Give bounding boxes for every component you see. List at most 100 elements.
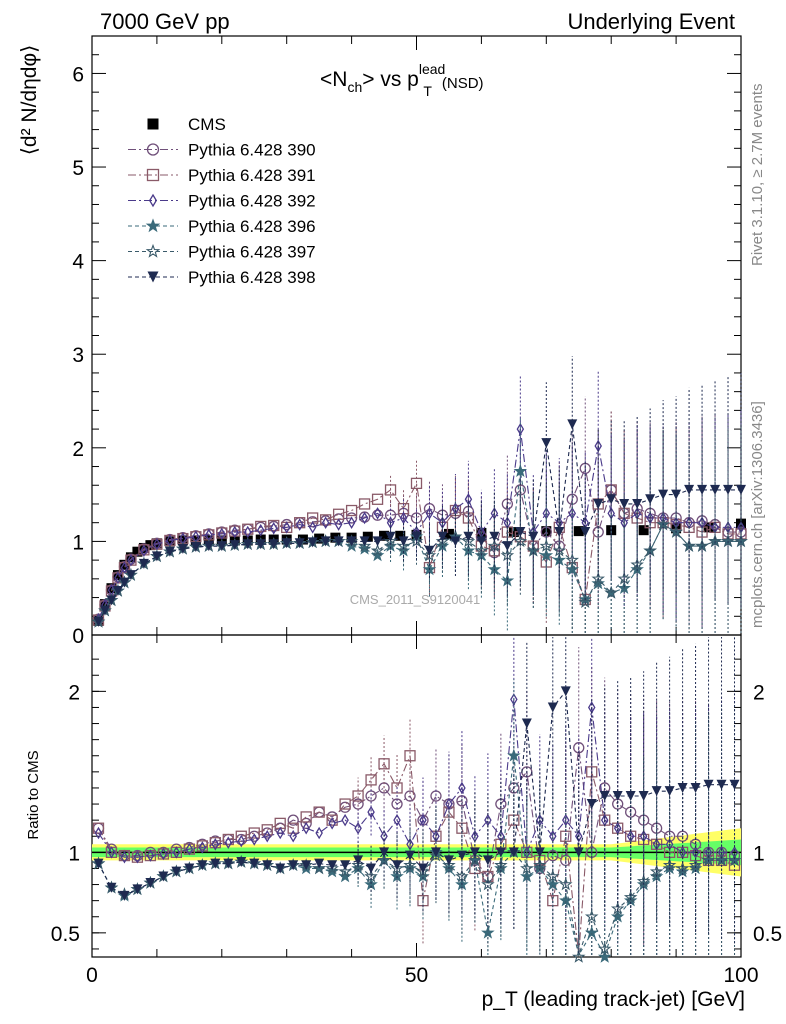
main-point (120, 561, 129, 574)
main-point (474, 543, 489, 557)
main-point (112, 586, 123, 597)
ratio-point (338, 869, 352, 883)
main-point (708, 534, 722, 548)
main-point (450, 536, 461, 547)
main-point (218, 527, 226, 541)
ratio-point (651, 786, 662, 797)
main-point (203, 541, 214, 552)
ratio-point (145, 877, 156, 888)
ratio-point (118, 849, 131, 862)
main-point (242, 539, 253, 550)
main-point (508, 527, 519, 538)
main-point (132, 546, 143, 557)
legend-item: CMS (147, 115, 226, 134)
main-point (573, 526, 584, 537)
ratio-point (184, 863, 195, 874)
ratio-point (107, 846, 116, 859)
main-point (435, 538, 450, 552)
ratio-point (521, 718, 532, 729)
ratio-xtick-label: 100 (723, 964, 758, 987)
main-point (268, 519, 280, 532)
ratio-point (312, 861, 326, 875)
main-point (114, 571, 122, 585)
legend-item: Pythia 6.428 398 (128, 268, 316, 287)
main-ytick-label: 0 (72, 625, 84, 648)
main-point (371, 509, 384, 521)
ratio-point (405, 850, 416, 861)
ratio-point (495, 847, 506, 858)
ratio-point (703, 779, 714, 790)
ratio-point (367, 805, 375, 819)
legend-item: Pythia 6.428 397 (128, 243, 316, 262)
ratio-point (236, 857, 247, 868)
ratio-point (571, 949, 586, 963)
main-point (151, 551, 162, 562)
legend-label: Pythia 6.428 392 (188, 192, 316, 211)
main-point (346, 536, 357, 547)
ratio-point (158, 871, 169, 882)
main-point (256, 523, 265, 537)
main-point (695, 538, 709, 552)
ratio-point (159, 847, 168, 861)
ratio-point (701, 853, 716, 867)
main-point (578, 595, 593, 609)
ratio-point (302, 821, 310, 835)
main-point (320, 536, 331, 547)
main-point (580, 527, 591, 538)
main-point (638, 525, 649, 536)
main-ytick-label: 4 (72, 251, 84, 274)
main-ytick-label: 5 (72, 157, 84, 180)
main-point (359, 536, 370, 547)
legend: CMS Pythia 6.428 390 Pythia 6.428 391 Pythi… (128, 115, 316, 287)
main-point (242, 523, 254, 535)
main-point (684, 484, 695, 495)
main-point (334, 518, 343, 531)
main-series-6 (93, 356, 746, 627)
ratio-bands (92, 828, 741, 877)
ratio-ytick-label: 0.5 (51, 923, 80, 946)
ratio-point (380, 829, 388, 843)
main-point (645, 494, 656, 505)
ratio-point (222, 833, 234, 846)
ratio-point (338, 864, 352, 878)
ratio-xtick-label: 0 (86, 964, 98, 987)
main-axes: 0 1 2 3 4 5 6 (72, 36, 742, 648)
main-point (513, 464, 528, 477)
ratio-point (196, 840, 208, 852)
main-point (489, 531, 500, 542)
main-point (138, 542, 149, 553)
header-right: Underlying Event (567, 9, 735, 34)
legend-marker (145, 243, 161, 258)
ratio-point (419, 813, 427, 827)
legend-marker (147, 118, 159, 130)
main-point (345, 504, 358, 517)
ratio-point (366, 863, 377, 874)
main-point (164, 546, 175, 557)
ratio-point (365, 774, 377, 786)
ratio-point (597, 941, 612, 955)
ratio-series-0 (92, 647, 741, 955)
ratio-point (597, 949, 612, 963)
ratio-point (300, 811, 312, 823)
main-point (606, 494, 617, 505)
main-point (99, 605, 110, 616)
ratio-series (91, 637, 742, 963)
main-point (370, 548, 385, 562)
ratio-point (716, 779, 727, 790)
ratio-point (172, 846, 181, 859)
rivet-label: Rivet 3.1.10, ≥ 2.7M events (749, 84, 766, 267)
main-point (464, 493, 473, 506)
main-point (314, 533, 325, 544)
legend-item: Pythia 6.428 392 (128, 192, 316, 211)
ratio-point (456, 850, 467, 861)
main-point (294, 538, 305, 549)
ratio-point (352, 790, 364, 802)
main-point (437, 531, 448, 542)
main-point (398, 536, 409, 547)
chart-title: <Nch> vs plead T (NSD) (320, 61, 484, 99)
ratio-point (262, 860, 273, 871)
ratio-point (533, 858, 547, 871)
ratio-point (379, 847, 390, 858)
main-ytick-label: 6 (72, 63, 84, 86)
